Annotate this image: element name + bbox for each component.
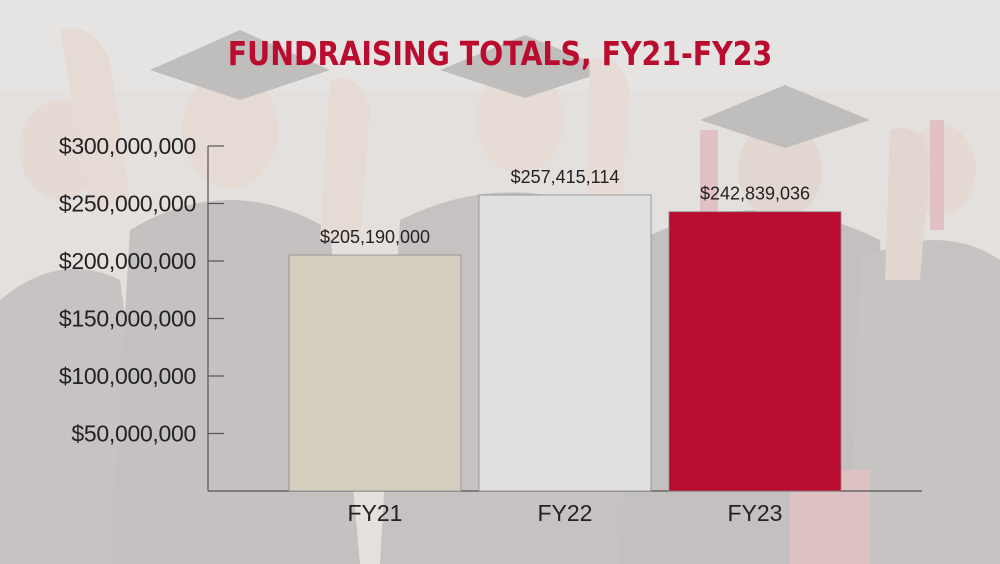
data-label: $205,190,000 [320, 227, 430, 247]
bar-fy23 [668, 211, 842, 492]
y-tick-label: $150,000,000 [59, 306, 196, 332]
data-label: $257,415,114 [511, 167, 620, 187]
bar-fy22 [478, 194, 652, 492]
category-label: FY22 [538, 500, 593, 526]
category-label: FY23 [728, 500, 783, 526]
y-tick-label: $200,000,000 [59, 248, 196, 274]
y-tick-label: $50,000,000 [71, 421, 196, 447]
data-label: $242,839,036 [700, 184, 810, 204]
category-label: FY21 [348, 500, 403, 526]
bar-fy21 [288, 254, 462, 492]
y-tick-label: $300,000,000 [59, 133, 196, 159]
y-tick-label: $250,000,000 [59, 191, 196, 217]
y-tick-label: $100,000,000 [59, 363, 196, 389]
chart-title: FUNDRAISING TOTALS, FY21-FY23 [227, 34, 773, 73]
